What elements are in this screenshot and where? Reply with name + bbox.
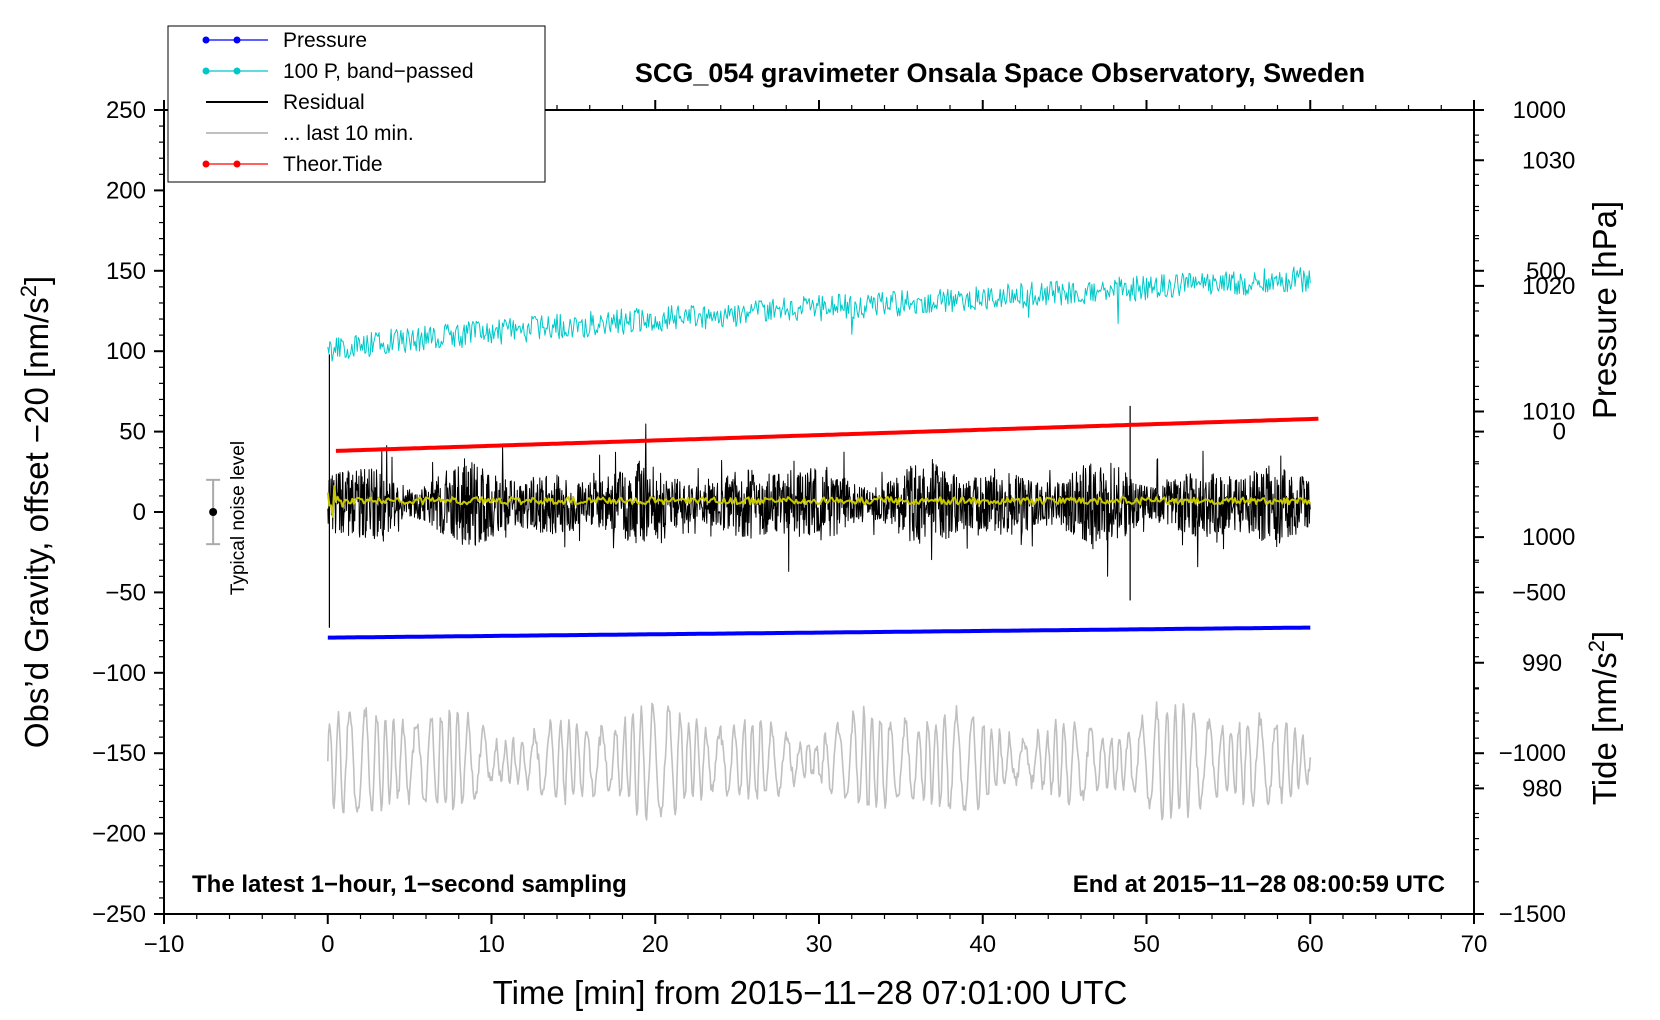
plot-lines bbox=[326, 266, 1319, 821]
y-tide-tick-label: −1500 bbox=[1499, 901, 1566, 928]
x-tick-label: 20 bbox=[642, 931, 669, 958]
x-axis-label: Time [min] from 2015−11−28 07:01:00 UTC bbox=[493, 974, 1128, 1011]
chart-title: SCG_054 gravimeter Onsala Space Observat… bbox=[635, 58, 1365, 88]
noise-label: Typical noise level bbox=[228, 441, 249, 595]
legend-box bbox=[167, 25, 546, 183]
noise-center-dot bbox=[209, 508, 218, 516]
y-tide-tick-label: 1000 bbox=[1513, 97, 1566, 124]
axes: −10 0 10 20 30 40 50 60 70250200150100500−50−100… bbox=[92, 97, 1575, 958]
legend-marker bbox=[233, 67, 241, 75]
legend-label: 100 P, band−passed bbox=[283, 60, 474, 83]
right-annotation: End at 2015−11−28 08:00:59 UTC bbox=[1073, 871, 1445, 898]
series-theor-tide bbox=[335, 416, 1319, 453]
y-left-tick-label: 150 bbox=[106, 258, 146, 285]
y-pressure-tick-label: 1030 bbox=[1522, 147, 1575, 174]
series-residual bbox=[327, 423, 1311, 577]
y-pressure-tick-label: 1020 bbox=[1522, 273, 1575, 300]
x-tick-label: 60 bbox=[1297, 931, 1324, 958]
left-y-axis-label: Obs’d Gravity, offset −20 [nm/s2] bbox=[16, 276, 55, 748]
x-tick-label: 10 bbox=[478, 931, 505, 958]
x-tick-label: 30 bbox=[806, 931, 833, 958]
x-tick-label: 50 bbox=[1133, 931, 1160, 958]
y-pressure-tick-label: 1010 bbox=[1522, 399, 1575, 426]
legend-label: Pressure bbox=[283, 29, 367, 52]
y-pressure-tick-label: 980 bbox=[1522, 775, 1562, 802]
x-tick-label: 0 bbox=[321, 931, 334, 958]
series-bandpassed-pressure bbox=[327, 266, 1311, 362]
y-left-tick-label: 100 bbox=[106, 338, 146, 365]
y-left-tick-label: 200 bbox=[106, 177, 146, 204]
y-left-tick-label: −200 bbox=[92, 821, 146, 848]
series-pressure bbox=[327, 625, 1311, 640]
legend-label: Theor.Tide bbox=[283, 153, 383, 176]
series-last-10-min bbox=[327, 701, 1312, 821]
left-annotation: The latest 1−hour, 1−second sampling bbox=[192, 871, 627, 898]
y-tide-tick-label: 500 bbox=[1526, 258, 1566, 285]
y-pressure-tick-label: 990 bbox=[1522, 650, 1562, 677]
legend-marker bbox=[233, 36, 241, 44]
legend-marker bbox=[233, 160, 241, 168]
y-left-tick-label: −100 bbox=[92, 660, 146, 687]
series-smoothed-residual bbox=[326, 484, 1312, 518]
legend: Pressure 100 P, band−passed Residual ... la… bbox=[167, 25, 546, 183]
legend-label: Residual bbox=[283, 91, 365, 114]
legend-label: ... last 10 min. bbox=[283, 122, 414, 145]
y-left-tick-label: 0 bbox=[133, 499, 146, 526]
x-tick-label: 40 bbox=[969, 931, 996, 958]
y-tide-tick-label: −500 bbox=[1512, 579, 1566, 606]
legend-marker bbox=[202, 160, 210, 168]
tide-axis-label: Tide [nm/s2] bbox=[1584, 631, 1623, 805]
x-tick-label: 70 bbox=[1461, 931, 1488, 958]
y-tide-tick-label: 0 bbox=[1553, 419, 1566, 446]
legend-marker bbox=[202, 36, 210, 44]
y-tide-tick-label: −1000 bbox=[1499, 740, 1566, 767]
y-left-tick-label: −250 bbox=[92, 901, 146, 928]
y-left-tick-label: 50 bbox=[119, 419, 146, 446]
y-left-tick-label: −50 bbox=[105, 579, 146, 606]
y-left-tick-label: 250 bbox=[106, 97, 146, 124]
x-tick-label: −10 bbox=[144, 931, 185, 958]
y-left-tick-label: −150 bbox=[92, 740, 146, 767]
noise-indicator bbox=[206, 478, 221, 546]
y-pressure-tick-label: 1000 bbox=[1522, 524, 1575, 551]
legend-marker bbox=[202, 67, 210, 75]
pressure-axis-label: Pressure [hPa] bbox=[1586, 201, 1623, 419]
